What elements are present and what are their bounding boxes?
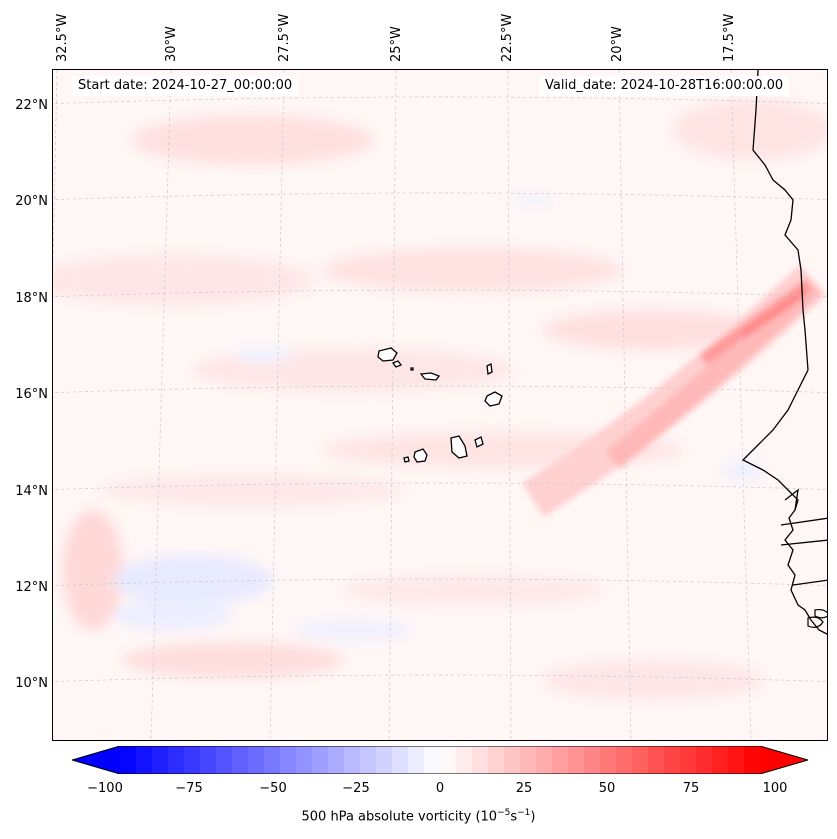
colorbar-segment <box>424 746 441 774</box>
island-maio <box>474 436 484 448</box>
colorbar-label: 500 hPa absolute vorticity (10−5s−1) <box>301 808 536 825</box>
colorbar-segment <box>312 746 329 774</box>
colorbar-segment <box>136 746 153 774</box>
island-santiago <box>450 435 468 459</box>
valid-date-label: Valid_date: 2024-10-28T16:00:00.00 <box>539 76 790 96</box>
lat-label-12n: 12°N <box>15 580 48 595</box>
colorbar-segment <box>296 746 313 774</box>
colorbar-tick-0: 0 <box>435 781 445 796</box>
colorbar-segment <box>376 746 393 774</box>
island-santo-antao <box>377 347 398 362</box>
colorbar-tick-neg50: −50 <box>259 781 287 796</box>
colorbar-extend-min <box>72 746 120 774</box>
colorbar-segment <box>712 746 729 774</box>
coastline <box>741 70 827 635</box>
lon-label-22-5w: 22.5°W <box>500 13 515 62</box>
colorbar-segment <box>392 746 409 774</box>
vorticity-map[interactable] <box>52 69 828 741</box>
colorbar-tick-neg100: −100 <box>87 781 123 796</box>
colorbar-segment <box>584 746 601 774</box>
colorbar-extend-max <box>760 746 808 774</box>
colorbar-segment <box>568 746 585 774</box>
island-boa-vista <box>484 391 503 407</box>
colorbar-segment <box>328 746 345 774</box>
vorticity-streak <box>522 265 827 517</box>
colorbar <box>72 746 808 774</box>
colorbar-segment <box>728 746 745 774</box>
colorbar-segment <box>488 746 505 774</box>
colorbar-segment <box>456 746 473 774</box>
colorbar-tick-25: 25 <box>515 781 533 796</box>
lon-label-30w: 30°W <box>164 26 179 62</box>
field-background <box>53 70 827 740</box>
colorbar-segment <box>472 746 489 774</box>
colorbar-segment <box>648 746 665 774</box>
colorbar-segment <box>120 746 137 774</box>
colorbar-segment <box>520 746 537 774</box>
lon-label-20w: 20°W <box>610 26 625 62</box>
lat-label-18n: 18°N <box>15 291 48 306</box>
colorbar-segment <box>360 746 377 774</box>
lat-label-20n: 20°N <box>15 194 48 209</box>
colorbar-tick-neg75: −75 <box>175 781 203 796</box>
colorbar-segment <box>248 746 265 774</box>
colorbar-tick-neg25: −25 <box>342 781 370 796</box>
colorbar-segment <box>536 746 553 774</box>
start-date-label: Start date: 2024-10-27_00:00:00 <box>72 76 299 96</box>
colorbar-segment <box>200 746 217 774</box>
colorbar-segment <box>232 746 249 774</box>
colorbar-segment <box>744 746 761 774</box>
colorbar-segment <box>280 746 297 774</box>
island-sal <box>486 363 493 375</box>
coastal-islands <box>807 608 827 628</box>
graticule <box>53 70 827 740</box>
colorbar-segment <box>504 746 521 774</box>
lat-label-14n: 14°N <box>15 484 48 499</box>
island-sao-vicente <box>391 360 403 368</box>
lon-label-17-5w: 17.5°W <box>722 13 737 62</box>
colorbar-segment <box>632 746 649 774</box>
colorbar-segment <box>600 746 617 774</box>
colorbar-segment <box>344 746 361 774</box>
colorbar-segment <box>616 746 633 774</box>
colorbar-segment <box>696 746 713 774</box>
island-fogo <box>413 448 428 463</box>
island-brava <box>403 456 410 463</box>
island-sao-nicolau <box>419 372 441 381</box>
lon-label-27-5w: 27.5°W <box>277 13 292 62</box>
colorbar-segment <box>184 746 201 774</box>
map-canvas <box>53 70 827 740</box>
vorticity-field <box>53 100 827 700</box>
colorbar-segment <box>664 746 681 774</box>
colorbar-segment <box>552 746 569 774</box>
lat-label-16n: 16°N <box>15 387 48 402</box>
colorbar-segment <box>680 746 697 774</box>
colorbar-tick-75: 75 <box>682 781 700 796</box>
colorbar-segment <box>168 746 185 774</box>
lon-label-32-5w: 32.5°W <box>55 13 70 62</box>
lat-label-22n: 22°N <box>15 98 48 113</box>
colorbar-segment <box>264 746 281 774</box>
colorbar-tick-100: 100 <box>762 781 788 796</box>
colorbar-tick-50: 50 <box>598 781 616 796</box>
colorbar-segment <box>152 746 169 774</box>
island-santa-luzia <box>410 367 414 371</box>
colorbar-segment <box>440 746 457 774</box>
lat-label-10n: 10°N <box>15 676 48 691</box>
lon-label-25w: 25°W <box>389 26 404 62</box>
cape-verde-islands <box>377 347 503 463</box>
colorbar-segment <box>216 746 233 774</box>
colorbar-segment <box>408 746 425 774</box>
